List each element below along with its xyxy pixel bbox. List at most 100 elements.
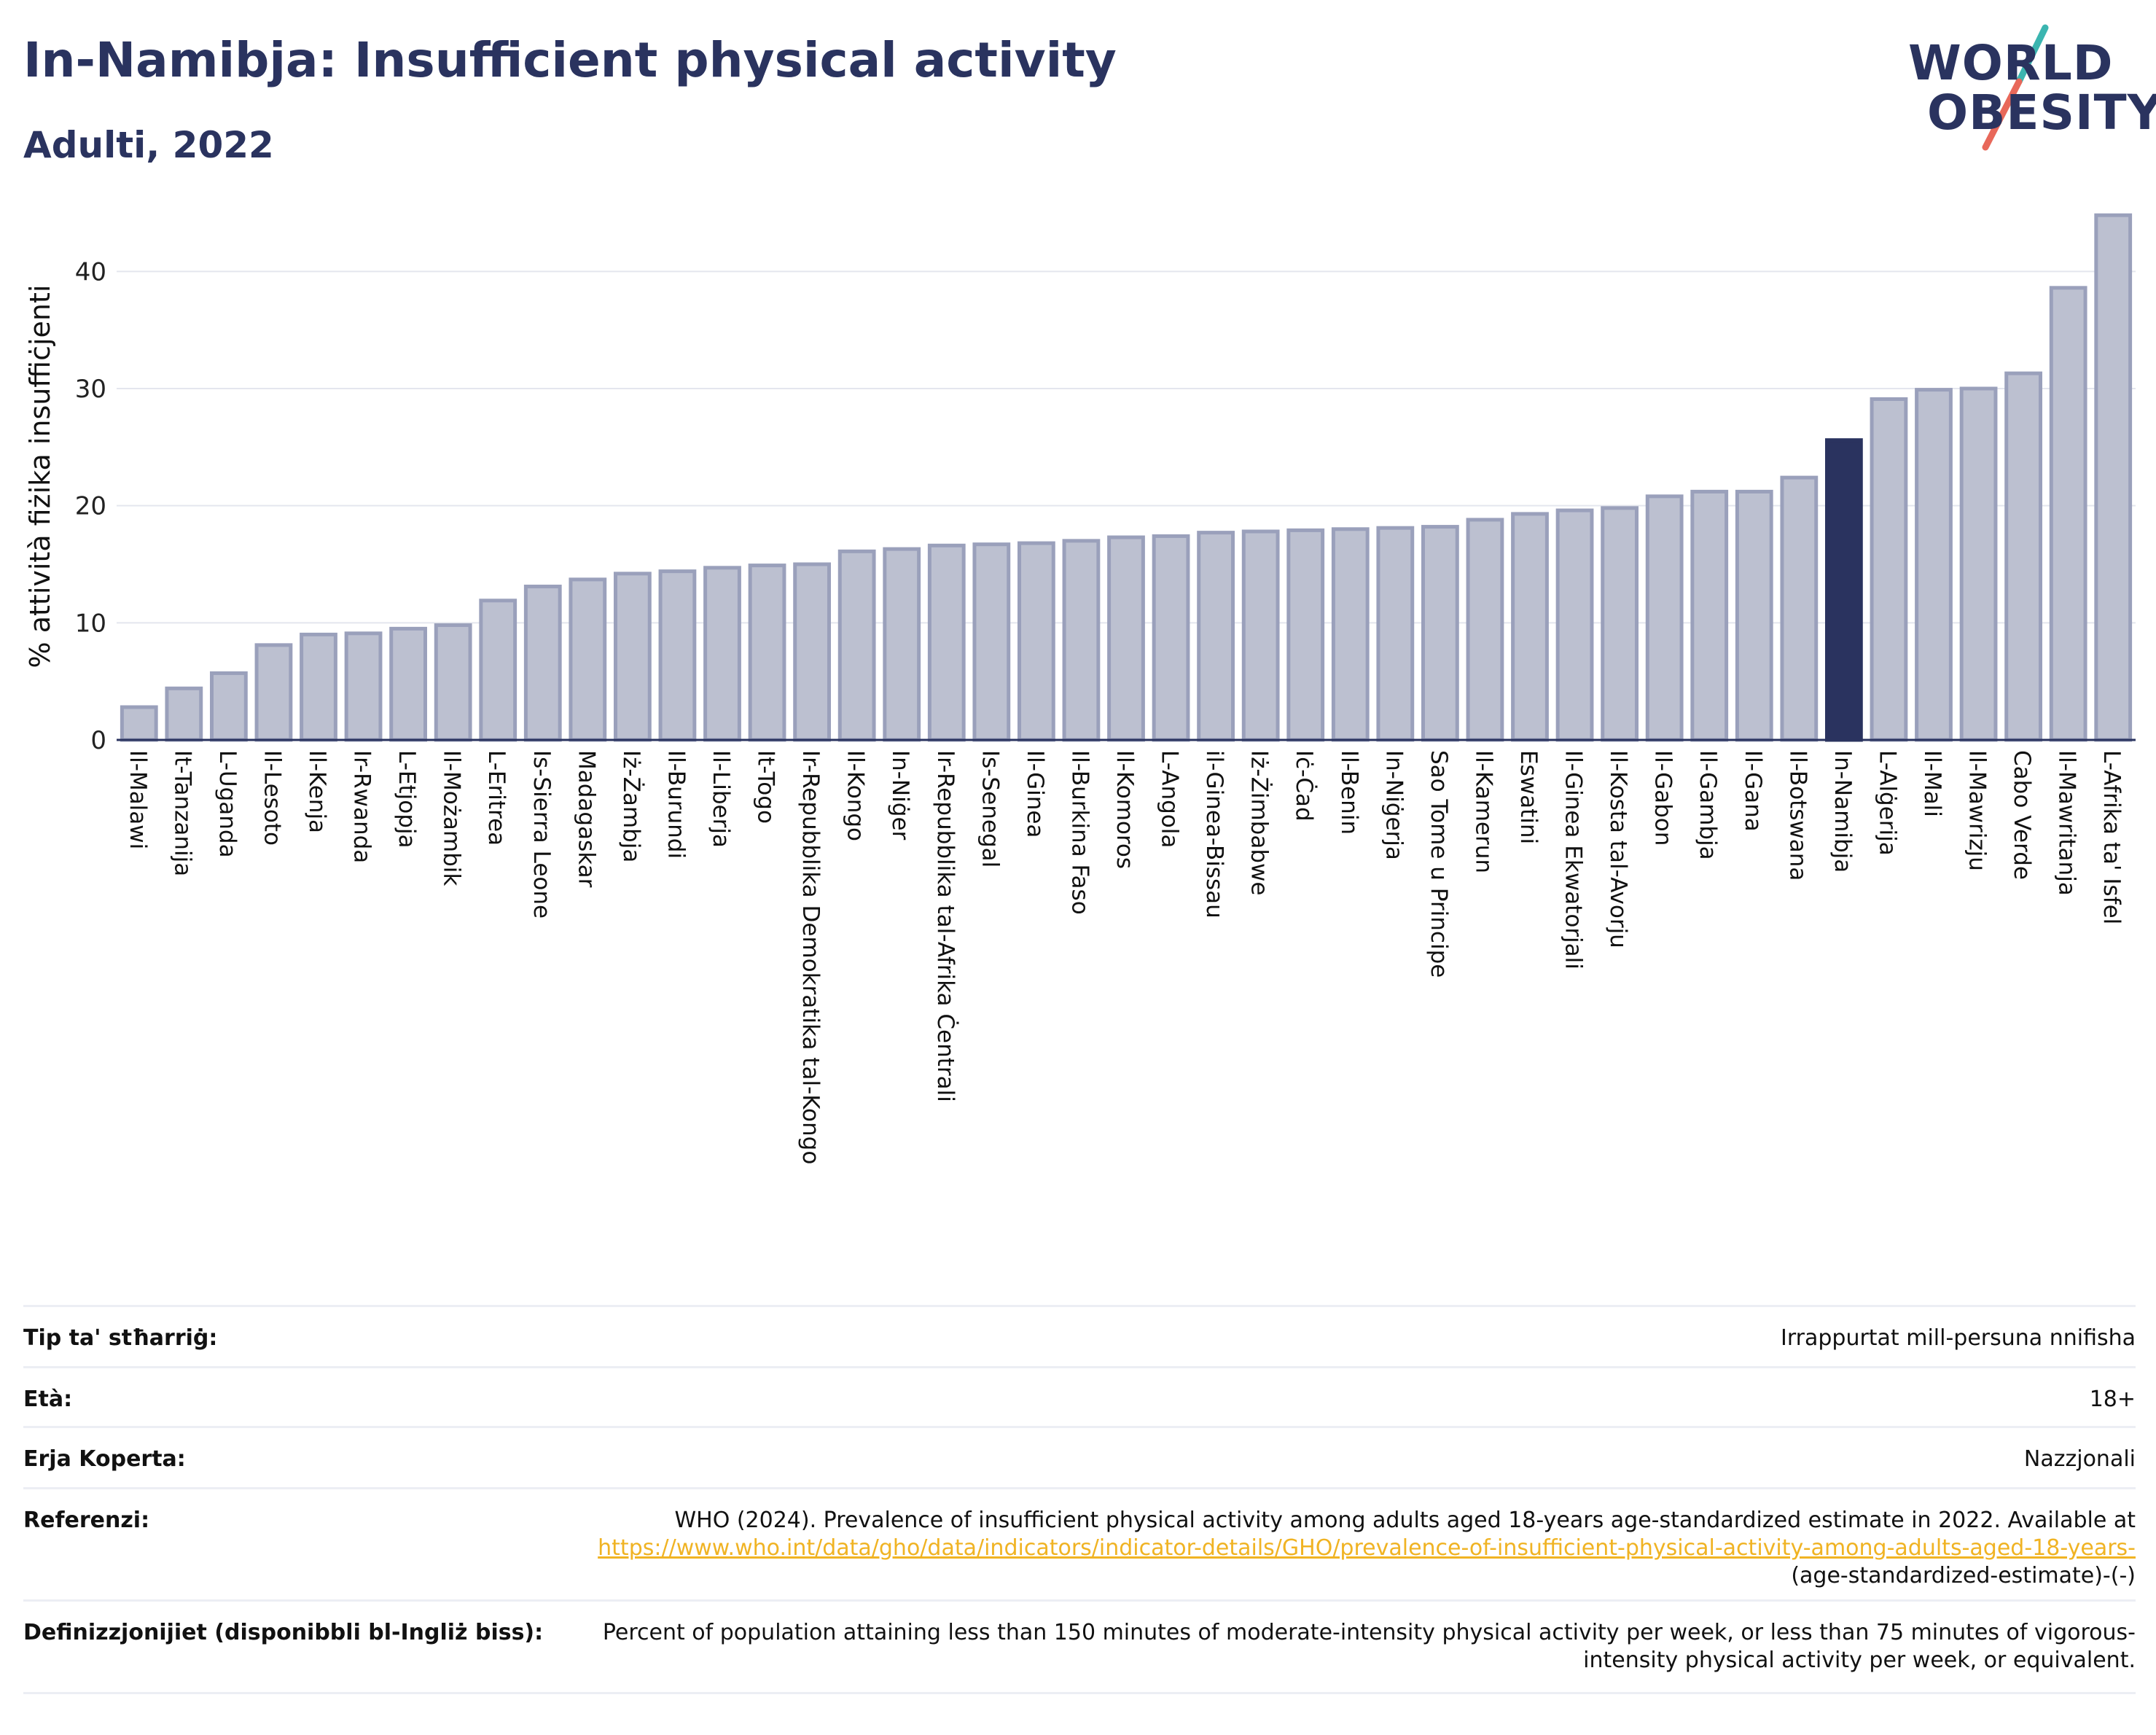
metadata-table: Tip ta' stħarriġ: Irrappurtat mill-persu… <box>23 1305 2136 1694</box>
x-tick-label: Madagaskar <box>573 750 599 888</box>
x-tick-label: In-Niġer <box>887 750 913 841</box>
bar-19[interactable] <box>927 543 966 742</box>
bar-30[interactable] <box>1421 525 1459 742</box>
bar-45[interactable] <box>2094 213 2133 742</box>
x-tick-label: It-Tanzanija <box>169 750 195 876</box>
x-tick-label: Il-Botswana <box>1784 750 1811 881</box>
meta-row-age: Età: 18+ <box>23 1366 2136 1426</box>
bar-21[interactable] <box>1017 541 1055 742</box>
bar-29[interactable] <box>1376 526 1415 742</box>
meta-row-survey-type: Tip ta' stħarriġ: Irrappurtat mill-persu… <box>23 1305 2136 1366</box>
x-tick-label: Il-Mawritanja <box>2054 750 2080 896</box>
meta-label: Definizzjonijiet (disponibbli bl-Ingliż … <box>23 1620 544 1645</box>
bar-13[interactable] <box>658 569 697 742</box>
bar-5[interactable] <box>300 632 337 742</box>
bar-16[interactable] <box>793 562 832 742</box>
reference-suffix: (age-standardized-estimate)-(-) <box>1791 1563 2136 1588</box>
bar-26[interactable] <box>1241 529 1280 742</box>
x-tick-label: Il-Możambik <box>439 750 465 886</box>
x-tick-label: It-Togo <box>753 750 779 824</box>
meta-label: Erja Koperta: <box>23 1446 186 1472</box>
bar-17[interactable] <box>837 549 876 742</box>
x-tick-label: Il-Gabon <box>1650 750 1676 846</box>
bar-18[interactable] <box>883 547 921 742</box>
meta-value: Percent of population attaining less tha… <box>602 1620 2136 1673</box>
x-tick-label: Il-Mawrizju <box>1964 750 1991 871</box>
bar-12[interactable] <box>613 572 652 742</box>
bar-34[interactable] <box>1601 506 1639 742</box>
x-tick-label: Is-Senegal <box>977 750 1003 868</box>
x-tick-label: Il-Kenja <box>304 750 330 833</box>
bar-31[interactable] <box>1466 518 1504 742</box>
x-tick-label: Cabo Verde <box>2009 750 2035 880</box>
bar-3[interactable] <box>209 671 248 742</box>
bar-9[interactable] <box>479 599 517 742</box>
x-tick-label: Il-Burkina Faso <box>1066 750 1093 915</box>
bar-2[interactable] <box>165 686 203 742</box>
x-tick-label: Iż-Żimbabwe <box>1246 750 1273 895</box>
bar-7[interactable] <box>389 626 428 742</box>
x-tick-label: L-Eritrea <box>483 750 509 846</box>
x-tick-label: Il-Gambja <box>1695 750 1721 860</box>
meta-value: Nazzjonali <box>2023 1446 2136 1472</box>
logo-word-1: WORLD <box>1908 35 2114 91</box>
bar-41[interactable] <box>1915 388 1953 742</box>
bar-43[interactable] <box>2004 371 2043 742</box>
meta-row-definitions: Definizzjonijiet (disponibbli bl-Ingliż … <box>23 1599 2136 1694</box>
bar-32[interactable] <box>1511 512 1549 742</box>
bar-15[interactable] <box>748 564 786 742</box>
bar-36[interactable] <box>1690 489 1729 742</box>
bar-38[interactable] <box>1780 475 1819 742</box>
meta-label: Età: <box>23 1387 73 1412</box>
bar-42[interactable] <box>1959 386 1998 742</box>
bar-1[interactable] <box>120 705 158 742</box>
y-tick-labels: 0 10 20 30 40 <box>75 257 106 755</box>
bar-37[interactable] <box>1735 489 1773 742</box>
bar-23[interactable] <box>1107 535 1145 742</box>
x-tick-label: Il-Ginea <box>1022 750 1048 838</box>
meta-value: Irrappurtat mill-persuna nnifisha <box>1780 1325 2136 1351</box>
bar-33[interactable] <box>1555 508 1594 742</box>
meta-row-references: Referenzi: WHO (2024). Prevalence of ins… <box>23 1487 2136 1599</box>
x-tick-label: L-Etjopja <box>394 750 420 849</box>
bar-22[interactable] <box>1062 539 1101 742</box>
y-tick-label: 30 <box>75 375 106 404</box>
x-tick-label: Sao Tome u Principe <box>1426 750 1452 978</box>
x-tick-labels: Il-Malawi It-Tanzanija L-Uganda Il-Lesoto Il… <box>125 750 2125 1164</box>
x-tick-label: Il-Liberja <box>708 750 734 848</box>
bar-11[interactable] <box>569 577 607 742</box>
x-tick-label: In-Namibja <box>1829 750 1856 873</box>
x-tick-label: Il-Malawi <box>125 750 151 849</box>
bar-28[interactable] <box>1331 527 1370 742</box>
x-tick-label: Ir-Repubblika tal-Afrika Ċentrali <box>932 750 959 1102</box>
x-tick-label: Is-Sierra Leone <box>528 750 555 919</box>
bar-44[interactable] <box>2049 286 2087 742</box>
bar-27[interactable] <box>1286 528 1325 742</box>
page-subtitle: Adulti, 2022 <box>23 124 274 166</box>
reference-link[interactable]: https://www.who.int/data/gho/data/indica… <box>598 1535 2136 1561</box>
meta-label: Tip ta' stħarriġ: <box>23 1325 218 1351</box>
x-tick-label: Il-Kongo <box>843 750 869 841</box>
x-tick-label: Ir-Rwanda <box>349 750 375 863</box>
bar-14[interactable] <box>703 566 741 742</box>
x-tick-label: Eswatini <box>1515 750 1542 844</box>
x-tick-label: il-Ginea-Bissau <box>1201 750 1227 919</box>
bar-20[interactable] <box>972 542 1011 742</box>
bar-40[interactable] <box>1870 397 1908 742</box>
logo-slash-icon <box>1982 24 2049 151</box>
bar-8[interactable] <box>434 623 472 742</box>
bar-6[interactable] <box>344 631 383 742</box>
bar-4[interactable] <box>254 643 293 742</box>
bar-35[interactable] <box>1645 494 1684 742</box>
y-axis-label: % attività fiżika insuffiċjenti <box>24 285 56 668</box>
reference-text: WHO (2024). Prevalence of insufficient p… <box>674 1508 2136 1533</box>
x-tick-label: L-Alġerija <box>1874 750 1900 856</box>
bar-24[interactable] <box>1152 534 1190 742</box>
bar-10[interactable] <box>523 585 562 742</box>
bar-25[interactable] <box>1197 531 1235 742</box>
bar-39[interactable] <box>1824 438 1863 742</box>
x-tick-label: L-Afrika ta' Isfel <box>2098 750 2125 924</box>
x-tick-label: Iċ-Ċad <box>1291 750 1318 822</box>
x-tick-label: Il-Benin <box>1336 750 1362 835</box>
